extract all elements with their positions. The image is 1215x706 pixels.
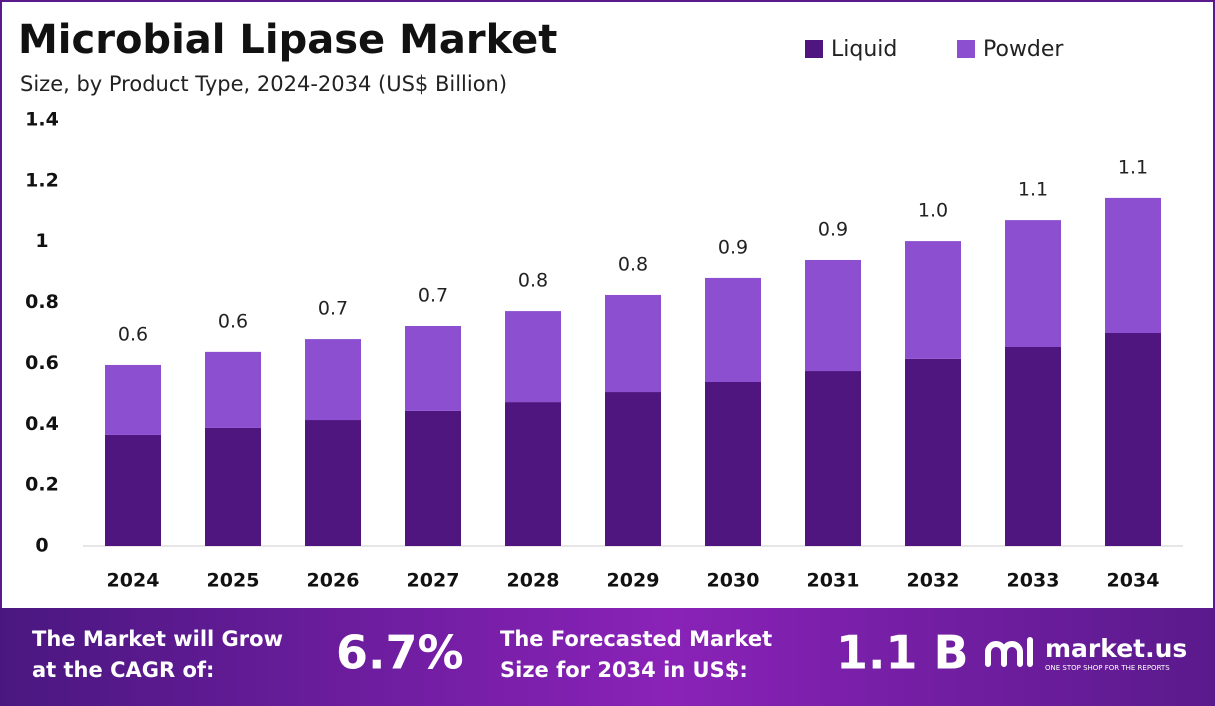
x-tick-label: 2029 [607, 570, 660, 592]
footer-text: The Market will Grow [32, 627, 283, 651]
x-tick-label: 2024 [107, 570, 160, 592]
logo-icon [985, 637, 1033, 667]
bar-segment [205, 351, 261, 428]
bar-segment [1005, 346, 1061, 546]
footer-text: at the CAGR of: [32, 658, 214, 682]
bar-segment [705, 277, 761, 382]
bar-segment [605, 392, 661, 546]
y-tick-label: 1.2 [25, 169, 59, 191]
y-tick-label: 0.4 [25, 413, 59, 435]
chart-subtitle: Size, by Product Type, 2024-2034 (US$ Bi… [20, 72, 507, 96]
x-tick-label: 2031 [807, 570, 860, 592]
total-label: 0.8 [518, 270, 548, 292]
footer-text: The Forecasted Market [500, 627, 772, 651]
total-label: 0.9 [718, 236, 748, 258]
footer-band [0, 608, 1215, 706]
bar-segment [405, 410, 461, 546]
x-tick-label: 2034 [1107, 570, 1160, 592]
total-label: 0.8 [618, 253, 648, 275]
logo-tagline: ONE STOP SHOP FOR THE REPORTS [1045, 664, 1170, 672]
total-label: 1.0 [918, 200, 948, 222]
y-tick-label: 1.4 [25, 109, 59, 131]
bar-segment [805, 259, 861, 372]
y-tick-label: 1 [35, 230, 48, 252]
x-tick-label: 2033 [1007, 570, 1060, 592]
total-label: 0.7 [318, 298, 348, 320]
y-tick-label: 0 [35, 535, 48, 557]
y-tick-label: 0.2 [25, 474, 59, 496]
x-tick-label: 2030 [707, 570, 760, 592]
bar-segment [1005, 220, 1061, 347]
chart-title: Microbial Lipase Market [18, 17, 557, 63]
total-label: 1.1 [1018, 179, 1048, 201]
bar-segment [505, 311, 561, 403]
bar-segment [1105, 197, 1161, 333]
bar-segment [105, 364, 161, 435]
logo-text: market.us [1045, 634, 1187, 663]
legend-label: Powder [983, 37, 1064, 62]
y-tick-label: 0.6 [25, 352, 59, 374]
bar-segment [305, 339, 361, 421]
x-tick-label: 2025 [207, 570, 260, 592]
bar-segment [705, 381, 761, 546]
bar-segment [305, 420, 361, 546]
x-tick-label: 2028 [507, 570, 560, 592]
legend-swatch [957, 40, 975, 58]
footer-text: Size for 2034 in US$: [500, 658, 748, 682]
bar-segment [905, 358, 961, 546]
bar-segment [205, 427, 261, 546]
footer-value: 6.7% [336, 626, 464, 680]
bar-segment [605, 294, 661, 393]
total-label: 0.7 [418, 285, 448, 307]
legend-label: Liquid [831, 37, 897, 62]
total-label: 1.1 [1118, 156, 1148, 178]
y-tick-label: 0.8 [25, 291, 59, 313]
bar-segment [1105, 333, 1161, 546]
bar-segment [805, 371, 861, 546]
total-label: 0.9 [818, 218, 848, 240]
bar-segment [405, 326, 461, 411]
x-tick-label: 2027 [407, 570, 460, 592]
bar-segment [105, 434, 161, 546]
legend-swatch [805, 40, 823, 58]
x-tick-label: 2032 [907, 570, 960, 592]
bar-segment [505, 402, 561, 546]
total-label: 0.6 [218, 310, 248, 332]
x-tick-label: 2026 [307, 570, 360, 592]
bar-segment [905, 241, 961, 359]
total-label: 0.6 [118, 323, 148, 345]
footer-value: 1.1 B [836, 626, 969, 680]
